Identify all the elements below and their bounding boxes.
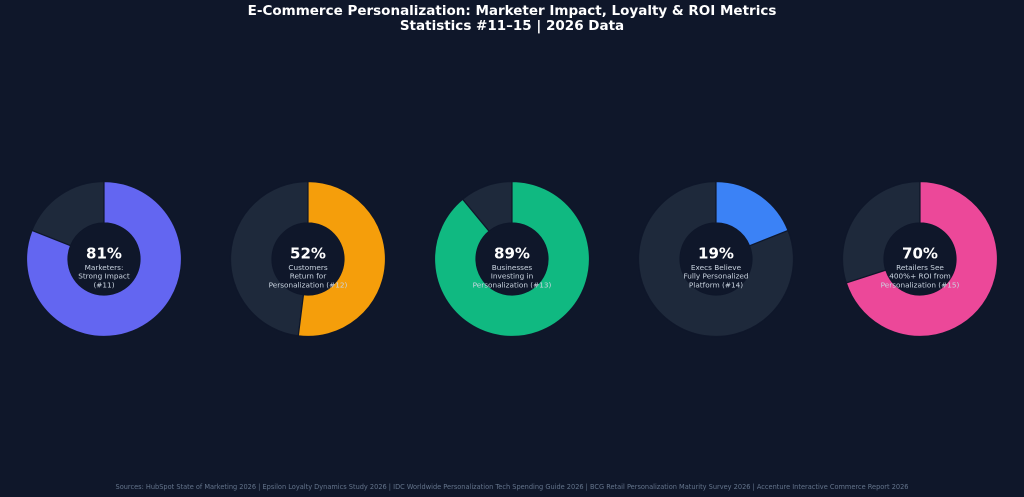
donut-category-label: Platform (#14)	[689, 280, 743, 289]
donut-category-label: Investing in	[491, 272, 534, 281]
donut-hole	[476, 223, 548, 295]
donut-hole	[884, 223, 956, 295]
donut-category-label: Retailers See	[896, 263, 944, 272]
donut-category-label: Businesses	[492, 263, 533, 272]
donut-hole	[272, 223, 344, 295]
donut-category-label: Personalization (#15)	[881, 280, 960, 289]
donut-category-label: Customers	[288, 263, 327, 272]
donut-value-label: 70%	[902, 245, 938, 263]
donut-category-label: 400%+ ROI from	[889, 272, 951, 281]
donut-value-label: 81%	[86, 245, 122, 263]
donut-category-label: (#11)	[93, 280, 114, 289]
donut-value-label: 19%	[698, 245, 734, 263]
chart-title: E-Commerce Personalization: Marketer Imp…	[0, 4, 1024, 34]
donut-category-label: Execs Believe	[691, 263, 742, 272]
donut-category-label: Fully Personalized	[683, 272, 748, 281]
chart-title-line-2: Statistics #11–15 | 2026 Data	[399, 18, 625, 34]
donut-category-label: Strong Impact	[78, 272, 130, 281]
donut-category-label: Return for	[290, 272, 327, 281]
donut-category-label: Personalization (#13)	[473, 280, 552, 289]
sources-footnote: Sources: HubSpot State of Marketing 2026…	[115, 483, 909, 491]
donut-value-label: 52%	[290, 245, 326, 263]
donut-hole	[680, 223, 752, 295]
donut-hole	[68, 223, 140, 295]
donut-category-label: Personalization (#12)	[269, 280, 348, 289]
chart-title-line-1: E-Commerce Personalization: Marketer Imp…	[247, 3, 777, 19]
donut-value-label: 89%	[494, 245, 530, 263]
donut-category-label: Marketers:	[85, 263, 124, 272]
